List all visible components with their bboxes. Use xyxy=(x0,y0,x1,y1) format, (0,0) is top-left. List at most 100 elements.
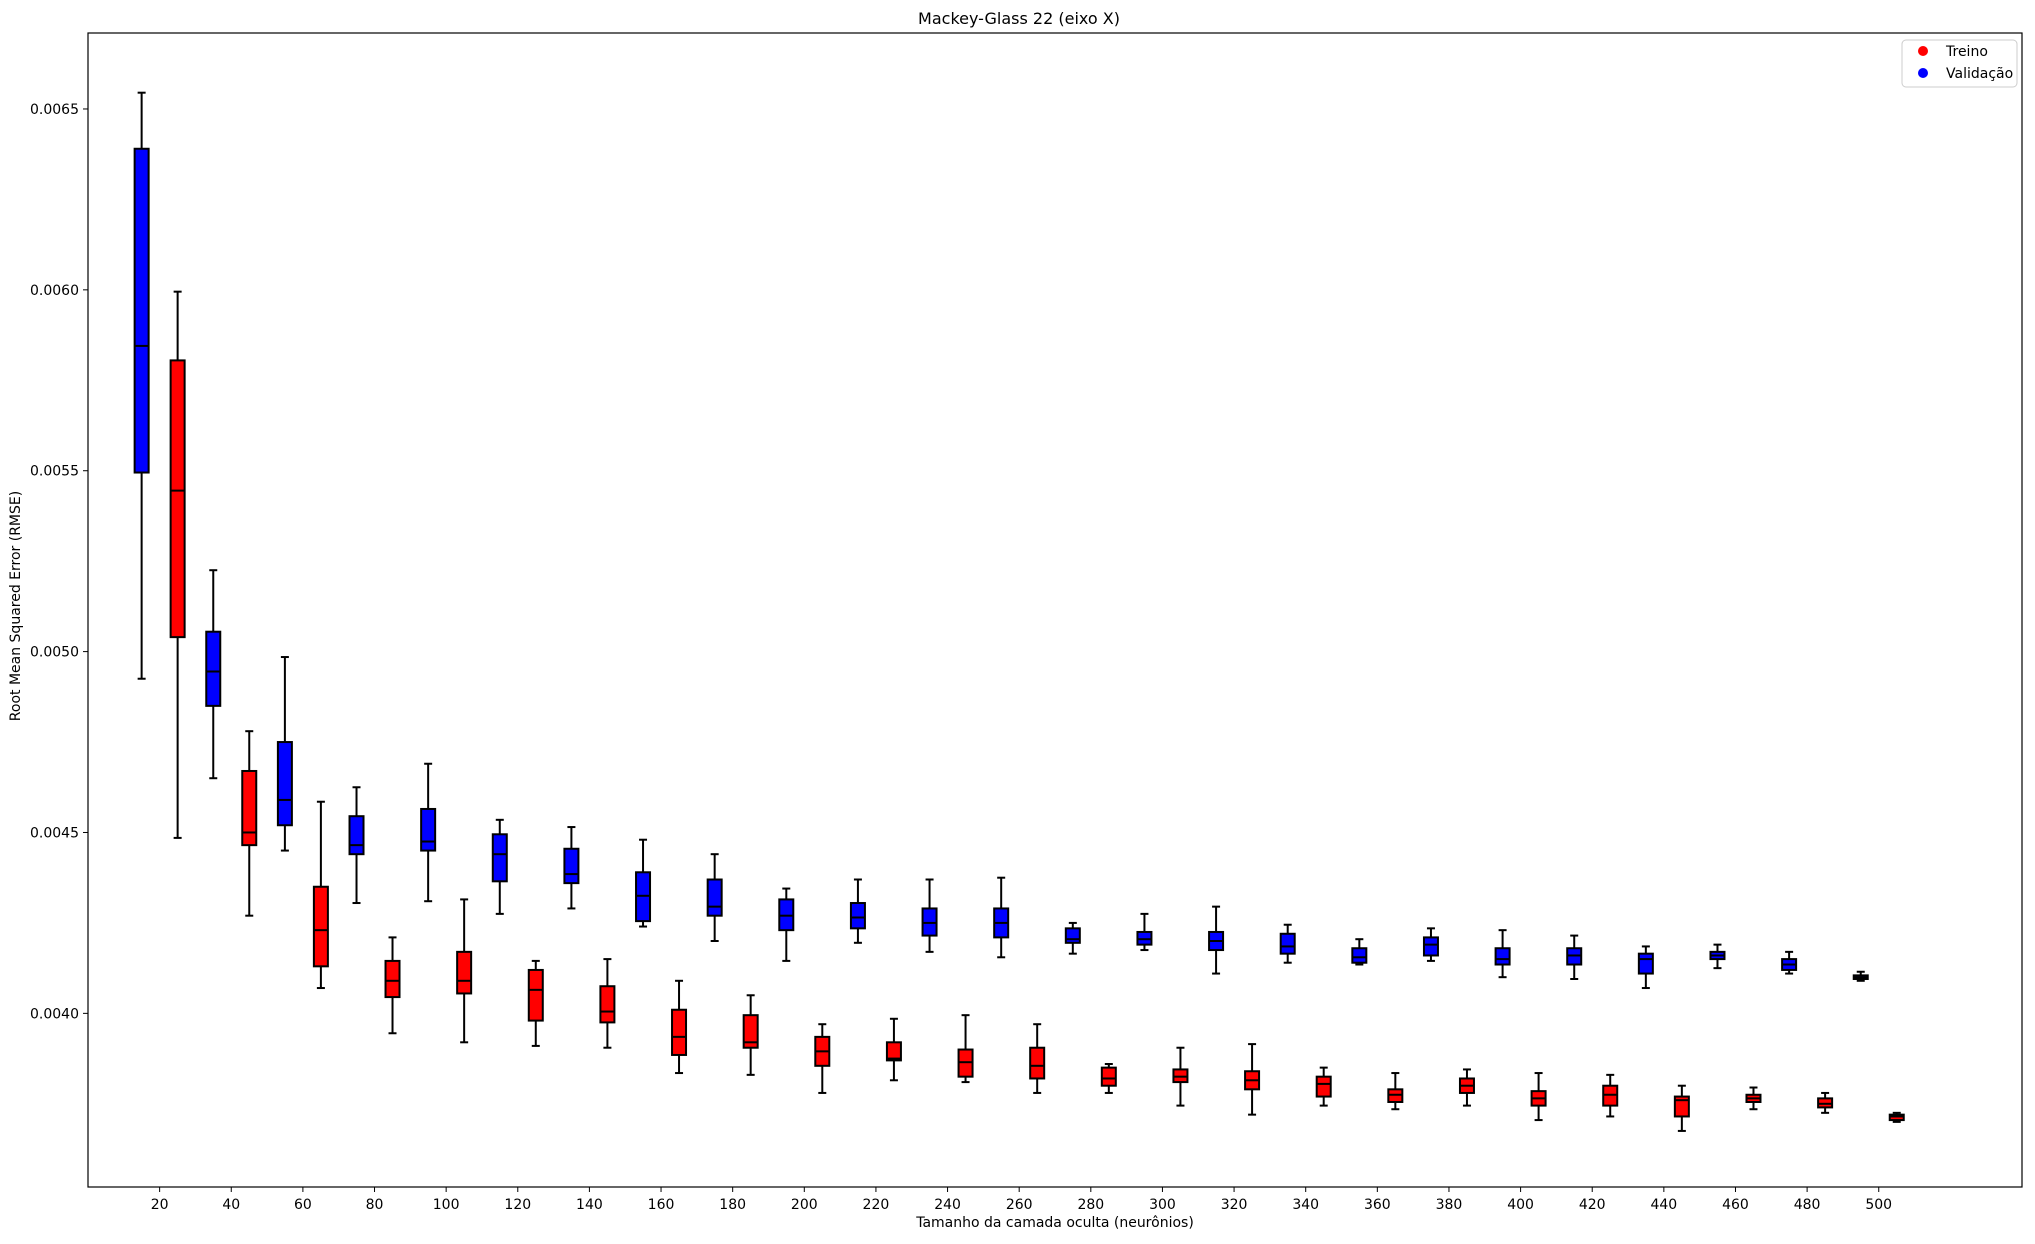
box-group xyxy=(1279,923,1296,964)
box-iqr xyxy=(885,1041,902,1062)
x-tick-label: 320 xyxy=(1221,1197,1248,1213)
x-tick-label: 20 xyxy=(151,1197,169,1213)
legend: Treino Validação xyxy=(1901,39,2018,88)
y-tick-label: 0.0065 xyxy=(30,102,79,118)
box-group xyxy=(1781,950,1798,975)
legend-marker xyxy=(1918,46,1928,56)
box-iqr xyxy=(1494,947,1511,966)
box-group xyxy=(706,853,723,943)
x-tick-label: 440 xyxy=(1650,1197,1677,1213)
box-group xyxy=(635,838,652,928)
box-iqr xyxy=(527,968,544,1022)
x-tick-label: 360 xyxy=(1364,1197,1391,1213)
box-group xyxy=(384,936,401,1035)
box-group xyxy=(312,800,329,990)
box-iqr xyxy=(276,741,293,827)
box-group xyxy=(1315,1066,1332,1107)
x-tick-label: 240 xyxy=(934,1197,961,1213)
x-tick-label: 480 xyxy=(1794,1197,1821,1213)
x-tick-label: 60 xyxy=(294,1197,312,1213)
tick-layer: 20 40 60 80 100 120 140 160 180 200 220 240 260 280 30… xyxy=(30,102,1892,1213)
box-group xyxy=(957,1014,974,1084)
box-group xyxy=(1029,1023,1046,1094)
box-iqr xyxy=(1422,936,1439,957)
y-tick-label: 0.0060 xyxy=(30,283,79,299)
legend-label: Validação xyxy=(1946,66,2013,82)
box-group xyxy=(921,878,938,953)
box-group xyxy=(599,958,616,1049)
x-tick-label: 300 xyxy=(1149,1197,1176,1213)
box-group xyxy=(1530,1072,1547,1122)
box-iqr xyxy=(1279,932,1296,955)
box-layer xyxy=(133,91,1905,1132)
box-iqr xyxy=(599,985,616,1024)
box-group xyxy=(1602,1073,1619,1118)
box-group xyxy=(420,762,437,903)
x-axis-label: Tamanho da camada oculta (neurônios) xyxy=(915,1215,1194,1231)
box-iqr xyxy=(133,147,150,474)
box-iqr xyxy=(1100,1066,1117,1087)
box-iqr xyxy=(312,885,329,968)
y-tick-label: 0.0040 xyxy=(30,1006,79,1022)
box-iqr xyxy=(1064,927,1081,944)
box-group xyxy=(885,1017,902,1082)
x-tick-label: 500 xyxy=(1865,1197,1892,1213)
box-iqr xyxy=(742,1014,759,1049)
x-tick-label: 380 xyxy=(1436,1197,1463,1213)
box-group xyxy=(1817,1091,1834,1114)
legend-marker xyxy=(1918,68,1928,78)
box-group xyxy=(1136,912,1153,952)
series-validacao xyxy=(133,91,1869,990)
x-tick-label: 160 xyxy=(648,1197,675,1213)
legend-label: Treino xyxy=(1945,44,1988,60)
box-iqr xyxy=(563,847,580,885)
box-group xyxy=(1566,934,1583,980)
box-iqr xyxy=(491,833,508,883)
y-axis-label: Root Mean Squared Error (RMSE) xyxy=(8,491,24,721)
box-iqr xyxy=(671,1008,688,1056)
x-tick-label: 260 xyxy=(1006,1197,1033,1213)
legend-frame xyxy=(1901,39,2018,88)
chart-title: Mackey-Glass 22 (eixo X) xyxy=(918,9,1120,28)
box-iqr xyxy=(1673,1095,1690,1118)
x-tick-label: 340 xyxy=(1292,1197,1319,1213)
x-tick-label: 100 xyxy=(433,1197,460,1213)
box-group xyxy=(348,786,365,905)
box-iqr xyxy=(420,807,437,852)
box-group xyxy=(778,887,795,962)
x-tick-label: 280 xyxy=(1077,1197,1104,1213)
box-group xyxy=(1208,905,1225,975)
box-iqr xyxy=(706,878,723,917)
x-tick-label: 200 xyxy=(791,1197,818,1213)
box-group xyxy=(1888,1111,1905,1123)
box-group xyxy=(1673,1084,1690,1132)
box-group xyxy=(671,979,688,1075)
x-tick-label: 120 xyxy=(504,1197,531,1213)
y-tick-label: 0.0055 xyxy=(30,464,79,480)
box-group xyxy=(1494,929,1511,979)
box-iqr xyxy=(849,902,866,930)
x-tick-label: 180 xyxy=(719,1197,746,1213)
y-tick-label: 0.0050 xyxy=(30,645,79,661)
box-group xyxy=(491,818,508,915)
box-iqr xyxy=(1029,1046,1046,1080)
x-tick-label: 140 xyxy=(576,1197,603,1213)
box-group xyxy=(814,1023,831,1094)
x-tick-label: 460 xyxy=(1722,1197,1749,1213)
box-iqr xyxy=(456,950,473,995)
box-iqr xyxy=(1351,947,1368,964)
box-group xyxy=(1422,927,1439,962)
x-tick-label: 40 xyxy=(222,1197,240,1213)
box-iqr xyxy=(384,959,401,999)
box-iqr xyxy=(1315,1075,1332,1098)
x-tick-label: 400 xyxy=(1507,1197,1534,1213)
box-group xyxy=(241,730,258,917)
box-group xyxy=(276,656,293,852)
box-iqr xyxy=(348,815,365,856)
x-tick-label: 420 xyxy=(1579,1197,1606,1213)
box-group xyxy=(742,994,759,1076)
series-treino xyxy=(169,290,1905,1132)
